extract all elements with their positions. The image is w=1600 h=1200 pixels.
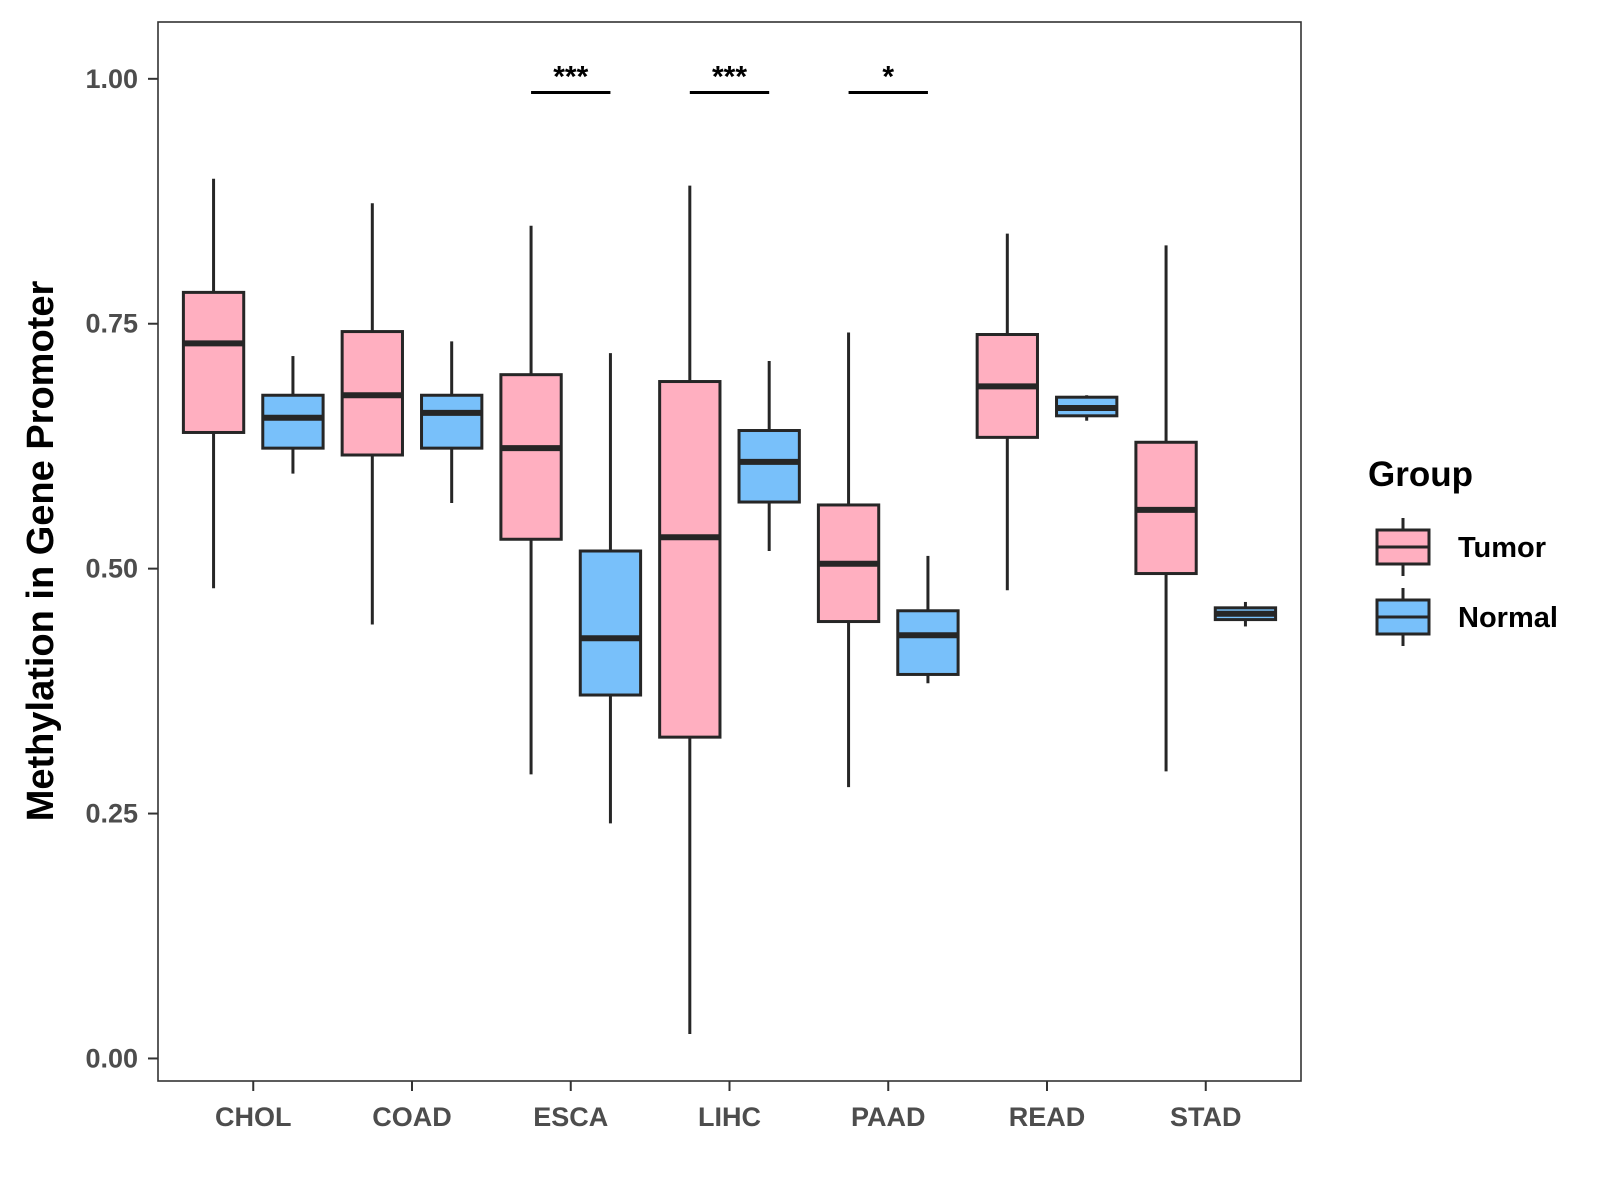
box-normal-coad — [420, 341, 484, 504]
legend-entry-normal: Normal — [1375, 588, 1558, 646]
box-normal-lihc — [737, 360, 801, 552]
plot-panel-border — [157, 21, 1302, 1082]
box-iqr — [578, 549, 643, 697]
box-tumor-chol — [181, 178, 246, 589]
x-tick-label: CHOL — [215, 1102, 292, 1132]
y-tick-label: 0.25 — [85, 799, 138, 829]
box-normal-stad — [1213, 601, 1278, 627]
legend-label-tumor: Tumor — [1458, 532, 1546, 564]
significance-label: *** — [712, 61, 747, 94]
box-iqr — [181, 290, 246, 434]
box-normal-chol — [261, 356, 325, 474]
box-tumor-esca — [499, 225, 563, 775]
y-axis-title: Methylation in Gene Promoter — [20, 281, 62, 822]
y-tick-label: 0.75 — [85, 309, 138, 339]
box-normal-paad — [896, 555, 960, 684]
box-iqr — [499, 373, 563, 541]
box-normal-read — [1055, 395, 1119, 421]
box-tumor-lihc — [658, 185, 722, 1034]
x-tick-label: STAD — [1170, 1102, 1242, 1132]
box-normal-esca — [578, 353, 643, 824]
significance-esca: *** — [531, 61, 611, 95]
box-iqr — [896, 609, 960, 676]
y-tick-label: 0.00 — [85, 1043, 138, 1073]
x-tick-label: ESCA — [533, 1102, 608, 1132]
significance-label: *** — [553, 61, 588, 94]
box-iqr — [420, 393, 484, 450]
significance-paad: * — [848, 61, 928, 95]
legend-keys: Tumor Normal — [1375, 518, 1558, 646]
box-iqr — [261, 393, 325, 450]
box-iqr — [737, 429, 801, 504]
box-tumor-paad — [816, 332, 881, 788]
legend: Group Tumor Normal — [1368, 455, 1558, 646]
x-tick-label: COAD — [372, 1102, 452, 1132]
significance-lihc: *** — [689, 61, 770, 95]
y-axis: 0.00 0.25 0.50 0.75 1.00 — [85, 64, 158, 1073]
x-tick-label: LIHC — [698, 1102, 761, 1132]
plot-marks: *** *** * — [181, 61, 1278, 1034]
box-tumor-stad — [1134, 245, 1198, 772]
legend-label-normal: Normal — [1458, 602, 1558, 634]
legend-entry-tumor: Tumor — [1375, 518, 1546, 576]
significance-label: * — [882, 61, 894, 94]
box-tumor-coad — [340, 203, 404, 625]
legend-title: Group — [1368, 455, 1473, 494]
x-tick-label: PAAD — [851, 1102, 926, 1132]
x-axis: CHOL COAD ESCA LIHC PAAD READ STAD — [215, 1081, 1242, 1132]
y-tick-label: 0.50 — [85, 554, 138, 584]
y-tick-label: 1.00 — [85, 64, 138, 94]
x-tick-label: READ — [1009, 1102, 1086, 1132]
box-iqr — [658, 380, 722, 739]
box-tumor-read — [975, 233, 1039, 591]
